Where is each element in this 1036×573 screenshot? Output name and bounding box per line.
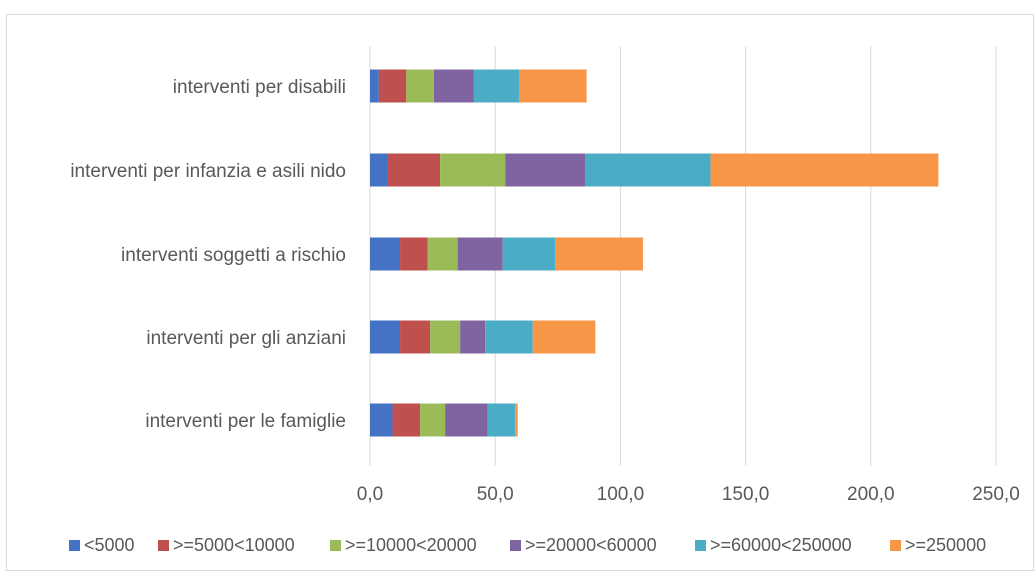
bar-segment bbox=[433, 69, 474, 103]
legend-item: >=20000<60000 bbox=[510, 535, 657, 555]
bar-segment bbox=[445, 403, 488, 437]
legend-item: <5000 bbox=[69, 535, 135, 555]
legend-item: >=10000<20000 bbox=[330, 535, 477, 555]
bar-segment bbox=[370, 403, 393, 437]
bar-segment bbox=[387, 153, 441, 187]
chart-frame bbox=[6, 14, 1034, 571]
bar-segment bbox=[487, 403, 516, 437]
bar-segment bbox=[430, 320, 461, 354]
x-tick-label: 250,0 bbox=[972, 484, 1020, 505]
bar-segment bbox=[440, 153, 506, 187]
x-tick-label: 100,0 bbox=[597, 484, 645, 505]
legend-swatch bbox=[695, 540, 706, 551]
bar-segment bbox=[555, 237, 643, 271]
legend-swatch bbox=[330, 540, 341, 551]
legend-label: >=5000<10000 bbox=[173, 535, 295, 555]
bar-segment bbox=[400, 320, 431, 354]
legend-item: >=250000 bbox=[890, 535, 986, 555]
bar-segment bbox=[485, 320, 533, 354]
x-tick-label: 50,0 bbox=[477, 484, 514, 505]
legend-label: >=60000<250000 bbox=[710, 535, 852, 555]
bar-segment bbox=[427, 237, 458, 271]
bar-segment bbox=[515, 403, 518, 437]
bar-segment bbox=[532, 320, 596, 354]
legend-label: >=10000<20000 bbox=[345, 535, 477, 555]
bar-segment bbox=[460, 320, 486, 354]
bar-segment bbox=[710, 153, 939, 187]
category-label: interventi soggetti a rischio bbox=[121, 245, 346, 266]
x-tick-label: 0,0 bbox=[357, 484, 383, 505]
bar-segment bbox=[370, 237, 401, 271]
category-label: interventi per le famiglie bbox=[145, 411, 346, 432]
category-label: interventi per infanzia e asili nido bbox=[70, 161, 346, 182]
legend-label: <5000 bbox=[84, 535, 135, 555]
bar-segment bbox=[457, 237, 503, 271]
bar-segment bbox=[502, 237, 556, 271]
bar-segment bbox=[420, 403, 446, 437]
legend-swatch bbox=[510, 540, 521, 551]
bar-segment bbox=[370, 320, 401, 354]
legend-swatch bbox=[69, 540, 80, 551]
bar-segment bbox=[518, 69, 587, 103]
bar-segment bbox=[400, 237, 428, 271]
bar-segment bbox=[392, 403, 421, 437]
bar-segment bbox=[473, 69, 519, 103]
category-label: interventi per disabili bbox=[173, 77, 346, 98]
legend-label: >=250000 bbox=[905, 535, 986, 555]
legend-item: >=60000<250000 bbox=[695, 535, 852, 555]
legend-swatch bbox=[890, 540, 901, 551]
x-tick-label: 200,0 bbox=[847, 484, 895, 505]
legend-swatch bbox=[158, 540, 169, 551]
bar-segment bbox=[585, 153, 711, 187]
x-tick-label: 150,0 bbox=[722, 484, 770, 505]
bar-segment bbox=[378, 69, 407, 103]
category-label: interventi per gli anziani bbox=[146, 328, 346, 349]
bar-segment bbox=[370, 153, 388, 187]
bar-segment bbox=[406, 69, 434, 103]
bar-segment bbox=[370, 69, 379, 103]
bar-segment bbox=[505, 153, 586, 187]
legend-item: >=5000<10000 bbox=[158, 535, 295, 555]
legend-label: >=20000<60000 bbox=[525, 535, 657, 555]
